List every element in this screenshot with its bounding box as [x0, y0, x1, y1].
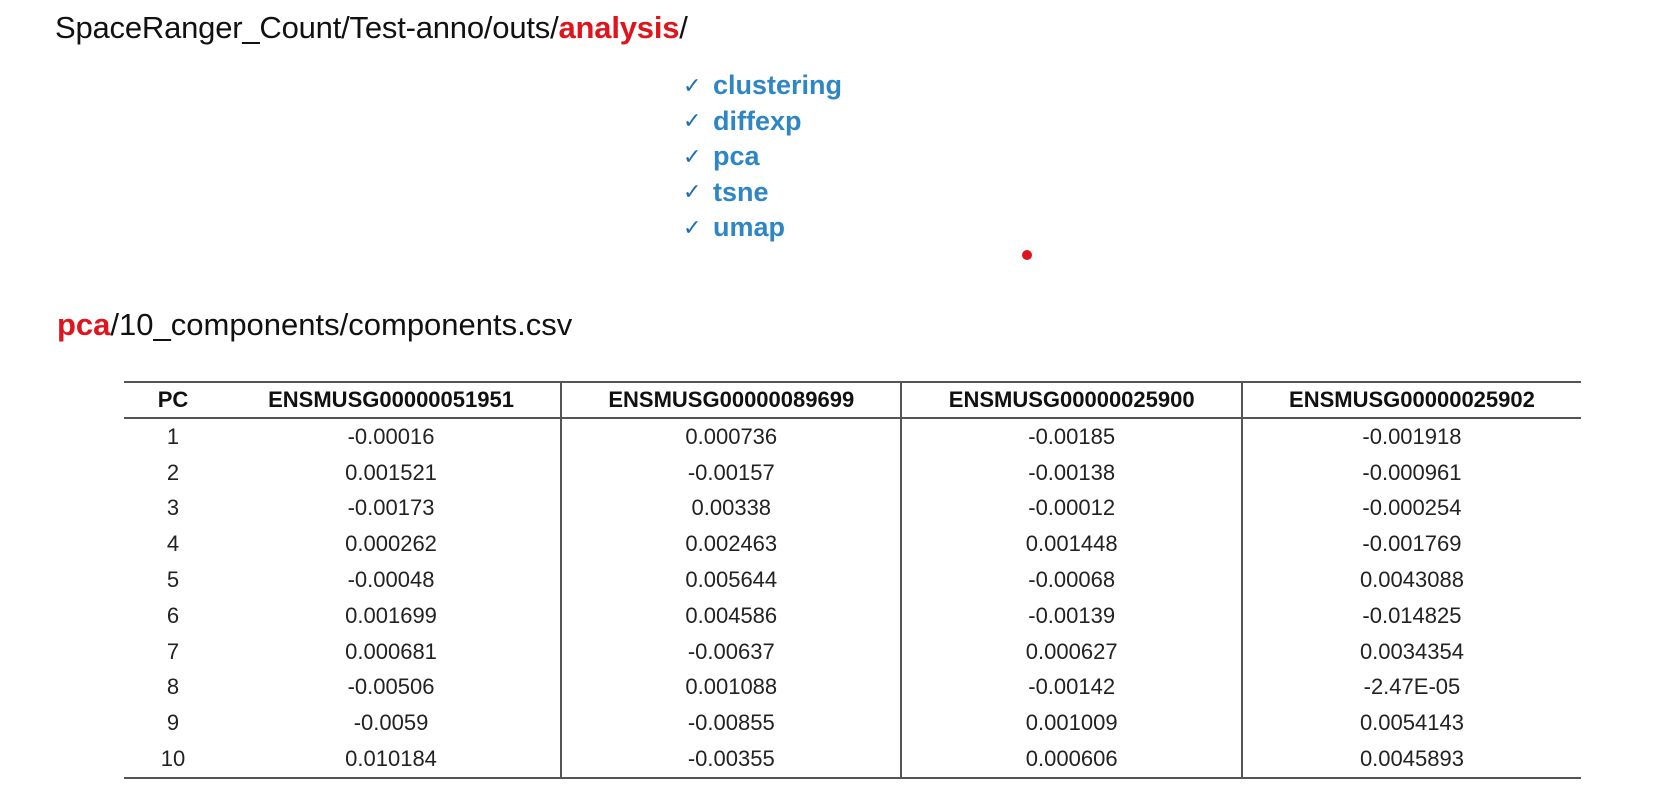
- table-header: PC ENSMUSG00000051951 ENSMUSG00000089699…: [124, 381, 1581, 419]
- table-cell-pc: 3: [166, 495, 180, 521]
- table-row: 9 -0.0059 -0.00855 0.001009 0.0054143: [124, 705, 1581, 742]
- table-cell: 0.000606: [900, 741, 1242, 779]
- table-cell: 0.0045893: [1240, 741, 1581, 779]
- table-cell: 0.0034354: [1240, 633, 1581, 670]
- table-row: 8 -0.00506 0.001088 -0.00142 -2.47E-05: [124, 669, 1581, 706]
- table-cell: 0.010184: [222, 741, 562, 779]
- table-cell: 0.000262: [345, 531, 437, 557]
- folder-item-tsne: ✓ tsne: [683, 175, 842, 211]
- folder-label: clustering: [713, 70, 843, 101]
- table-cell-pc: 9: [166, 710, 180, 736]
- column-header-pc: PC: [124, 381, 222, 419]
- folder-label: tsne: [713, 176, 769, 207]
- folder-label: pca: [713, 141, 760, 172]
- table-cell: -0.00355: [560, 741, 902, 779]
- table-cell-pc: 2: [166, 459, 180, 485]
- table-cell: -0.00012: [900, 490, 1242, 527]
- table-cell: -0.00142: [900, 669, 1242, 706]
- table-cell: -0.001918: [1240, 418, 1581, 455]
- table-row: 3 -0.00173 0.00338 -0.00012 -0.000254: [124, 490, 1581, 527]
- table-cell: 0.001699: [345, 602, 437, 628]
- analysis-folder-list: ✓ clustering ✓ diffexp ✓ pca ✓ tsne ✓ umap: [683, 68, 842, 246]
- check-icon: ✓: [683, 214, 702, 240]
- table-cell: -0.00048: [347, 567, 435, 593]
- table-cell-pc: 10: [124, 741, 222, 779]
- table-cell: -0.00506: [347, 674, 435, 700]
- table-cell: -0.00637: [560, 633, 902, 670]
- table-cell-pc: 5: [166, 567, 180, 593]
- table-cell: -0.00138: [900, 454, 1242, 491]
- table-row: 2 0.001521 -0.00157 -0.00138 -0.000961: [124, 454, 1581, 491]
- table-header-row: PC ENSMUSG00000051951 ENSMUSG00000089699…: [124, 381, 1581, 419]
- table-cell-pc: 4: [166, 531, 180, 557]
- table-cell-pc: 1: [166, 423, 180, 449]
- table-cell: 0.001009: [900, 705, 1242, 742]
- file-path-rest: /10_components/components.csv: [110, 307, 573, 342]
- table-cell: 0.005644: [560, 562, 902, 598]
- table-cell: -0.001769: [1240, 526, 1581, 563]
- table-cell: 0.001448: [900, 526, 1242, 563]
- table-cell-pc: 7: [166, 638, 180, 664]
- table-cell: 0.000681: [345, 638, 437, 664]
- check-icon: ✓: [683, 108, 702, 134]
- folder-item-diffexp: ✓ diffexp: [683, 104, 842, 140]
- check-icon: ✓: [683, 72, 702, 98]
- table-cell: -0.00068: [900, 562, 1242, 598]
- table-cell: 0.004586: [560, 597, 902, 634]
- table-cell: 0.001521: [345, 459, 437, 485]
- table-cell: -0.00855: [560, 705, 902, 742]
- table-cell: -0.00157: [560, 454, 902, 491]
- components-file-path: pca/10_components/components.csv: [57, 307, 572, 343]
- table-cell: 0.000736: [560, 418, 902, 455]
- folder-label: umap: [713, 212, 786, 243]
- table-row: 10 0.010184 -0.00355 0.000606 0.0045893: [124, 741, 1581, 779]
- table-row: 6 0.001699 0.004586 -0.00139 -0.014825: [124, 597, 1581, 634]
- column-header-gene: ENSMUSG00000051951: [222, 381, 562, 419]
- check-icon: ✓: [683, 143, 702, 169]
- table-cell: 0.000627: [900, 633, 1242, 670]
- table-cell: 0.0043088: [1240, 562, 1581, 598]
- column-header-gene: ENSMUSG00000089699: [560, 381, 902, 419]
- laser-pointer-dot: [1022, 250, 1032, 260]
- table-cell-pc: 6: [166, 602, 180, 628]
- folder-label: diffexp: [713, 105, 802, 136]
- table-cell-pc: 8: [166, 674, 180, 700]
- table-cell: -0.00185: [900, 418, 1242, 455]
- path-highlight: analysis: [558, 10, 680, 45]
- column-header-gene: ENSMUSG00000025900: [900, 381, 1242, 419]
- table-cell: 0.0054143: [1240, 705, 1581, 742]
- check-icon: ✓: [683, 179, 702, 205]
- folder-item-umap: ✓ umap: [683, 210, 842, 246]
- table-row: 5 -0.00048 0.005644 -0.00068 0.0043088: [124, 562, 1581, 598]
- table-cell: -2.47E-05: [1240, 669, 1581, 706]
- table-cell: -0.00139: [900, 597, 1242, 634]
- table-cell: -0.00016: [347, 423, 435, 449]
- path-prefix: SpaceRanger_Count/Test-anno/outs/: [55, 10, 559, 45]
- table-cell: -0.000961: [1240, 454, 1581, 491]
- table-row: 1 -0.00016 0.000736 -0.00185 -0.001918: [124, 418, 1581, 455]
- table-cell: -0.00173: [347, 495, 435, 521]
- analysis-path-title: SpaceRanger_Count/Test-anno/outs/analysi…: [55, 10, 688, 46]
- table-cell: -0.0059: [353, 710, 429, 736]
- table-cell: 0.001088: [560, 669, 902, 706]
- table-body: 1 -0.00016 0.000736 -0.00185 -0.001918 2…: [124, 418, 1581, 779]
- table-row: 4 0.000262 0.002463 0.001448 -0.001769: [124, 526, 1581, 563]
- file-path-highlight: pca: [57, 307, 111, 342]
- folder-item-pca: ✓ pca: [683, 139, 842, 175]
- path-suffix: /: [679, 10, 688, 45]
- column-header-gene: ENSMUSG00000025902: [1240, 381, 1581, 419]
- table-row: 7 0.000681 -0.00637 0.000627 0.0034354: [124, 633, 1581, 670]
- table-cell: 0.00338: [560, 490, 902, 527]
- folder-item-clustering: ✓ clustering: [683, 68, 842, 104]
- table-cell: -0.000254: [1240, 490, 1581, 527]
- table-cell: -0.014825: [1240, 597, 1581, 634]
- pca-components-table: PC ENSMUSG00000051951 ENSMUSG00000089699…: [124, 381, 1581, 779]
- table-cell: 0.002463: [560, 526, 902, 563]
